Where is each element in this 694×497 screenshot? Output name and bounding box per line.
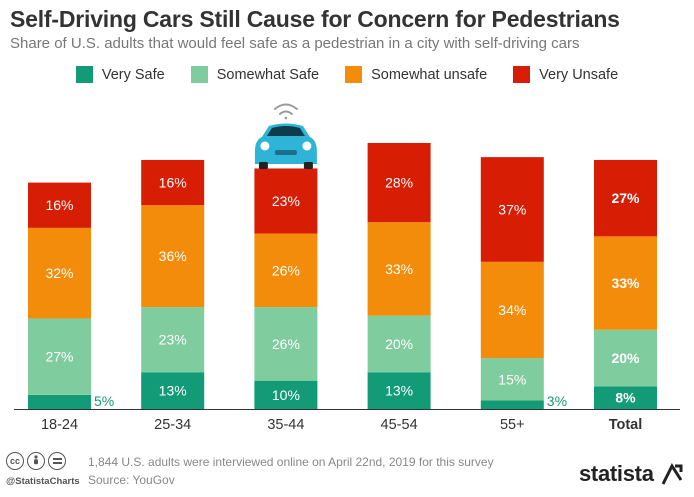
label-very-unsafe-25-34: 16%	[159, 175, 187, 191]
wifi-signal-icon	[273, 103, 298, 120]
legend-label-very-unsafe: Very Unsafe	[539, 66, 619, 83]
bar-somewhat-safe-total	[594, 329, 657, 387]
label-somewhat-unsafe-35-44: 26%	[272, 262, 300, 278]
legend-swatch-very-unsafe	[513, 66, 531, 83]
legend-item-somewhat-unsafe: Somewhat unsafe	[345, 66, 487, 83]
label-somewhat-unsafe-total: 33%	[611, 275, 640, 291]
label-very-unsafe-35-44: 23%	[272, 193, 300, 209]
label-very-unsafe-55+: 37%	[498, 201, 526, 217]
bar-very-safe-18-24	[28, 394, 91, 409]
bar-somewhat-unsafe-18-24	[28, 227, 91, 319]
bar-very-safe-total	[594, 386, 657, 409]
label-very-safe-total: 8%	[615, 390, 636, 406]
by-icon	[27, 452, 45, 470]
bar-somewhat-unsafe-35-44	[254, 233, 318, 308]
bar-somewhat-unsafe-45-54	[367, 222, 431, 316]
bar-very-safe-55+	[480, 400, 544, 409]
bar-very-unsafe-total	[594, 159, 657, 237]
label-very-safe-18-24: 5%	[94, 393, 114, 409]
label-very-unsafe-total: 27%	[611, 190, 640, 206]
label-somewhat-safe-total: 20%	[611, 350, 640, 366]
source-label: Source: YouGov	[88, 473, 175, 487]
bar-very-unsafe-55+	[480, 157, 544, 262]
legend-item-very-safe: Very Safe	[75, 66, 165, 83]
label-very-safe-55+: 3%	[547, 393, 567, 409]
label-somewhat-unsafe-25-34: 36%	[159, 248, 187, 264]
legend-item-somewhat-safe: Somewhat Safe	[190, 66, 320, 83]
x-tick-18-24: 18-24	[41, 417, 78, 433]
bar-very-safe-35-44	[254, 380, 318, 409]
label-somewhat-unsafe-18-24: 32%	[45, 265, 73, 281]
label-somewhat-safe-25-34: 23%	[159, 332, 187, 348]
chart-title: Self-Driving Cars Still Cause for Concer…	[10, 6, 620, 32]
legend-swatch-very-safe	[75, 66, 93, 83]
statista-handle: @StatistaCharts	[6, 476, 80, 487]
x-tick-total: Total	[609, 417, 643, 433]
label-somewhat-safe-45-54: 20%	[385, 336, 413, 352]
license-icons: cc	[6, 452, 66, 470]
bar-somewhat-unsafe-55+	[480, 261, 544, 359]
bar-somewhat-safe-25-34	[141, 307, 205, 373]
chart-subtitle: Share of U.S. adults that would feel saf…	[10, 35, 580, 52]
legend: Very Safe Somewhat Safe Somewhat unsafe …	[0, 66, 694, 83]
cc-icon: cc	[6, 452, 24, 470]
survey-note: 1,844 U.S. adults were interviewed onlin…	[88, 455, 494, 469]
bar-very-safe-45-54	[367, 372, 431, 409]
bar-very-unsafe-35-44	[254, 168, 318, 234]
bar-somewhat-safe-35-44	[254, 307, 318, 381]
bar-somewhat-safe-55+	[480, 358, 544, 401]
label-very-safe-25-34: 13%	[159, 383, 187, 399]
bar-somewhat-safe-45-54	[367, 315, 431, 373]
bar-very-unsafe-18-24	[28, 182, 91, 228]
equals-icon	[48, 452, 66, 470]
label-very-safe-45-54: 13%	[385, 383, 413, 399]
stacked-bar-chart: 5% 27% 32% 16% 18-24 13% 23% 36% 16% 25-34 10% 26% 2…	[14, 103, 680, 433]
label-somewhat-safe-55+: 15%	[498, 371, 526, 387]
label-somewhat-safe-35-44: 26%	[272, 336, 300, 352]
statista-brand: statista	[579, 461, 654, 486]
bar-somewhat-unsafe-total	[594, 236, 657, 330]
x-tick-45-54: 45-54	[381, 417, 418, 433]
bar-somewhat-unsafe-25-34	[141, 205, 205, 308]
legend-label-somewhat-safe: Somewhat Safe	[216, 66, 320, 83]
bar-very-unsafe-45-54	[367, 142, 431, 223]
label-somewhat-unsafe-55+: 34%	[498, 302, 526, 318]
label-somewhat-safe-18-24: 27%	[45, 349, 73, 365]
legend-item-very-unsafe: Very Unsafe	[513, 66, 618, 83]
bar-very-safe-25-34	[141, 372, 205, 409]
statista-logo-icon	[661, 462, 683, 485]
legend-swatch-somewhat-safe	[190, 66, 208, 83]
bar-very-unsafe-25-34	[141, 159, 205, 206]
label-very-unsafe-45-54: 28%	[385, 175, 413, 191]
x-tick-55+: 55+	[500, 417, 525, 433]
legend-label-very-safe: Very Safe	[101, 66, 165, 83]
label-very-safe-35-44: 10%	[272, 387, 300, 403]
bar-somewhat-safe-18-24	[28, 318, 91, 395]
legend-swatch-somewhat-unsafe	[345, 66, 363, 83]
x-tick-35-44: 35-44	[267, 417, 304, 433]
x-tick-25-34: 25-34	[154, 417, 191, 433]
label-very-unsafe-18-24: 16%	[45, 197, 73, 213]
legend-label-somewhat-unsafe: Somewhat unsafe	[371, 66, 488, 83]
self-driving-car-icon	[254, 123, 317, 169]
label-somewhat-unsafe-45-54: 33%	[385, 261, 413, 277]
